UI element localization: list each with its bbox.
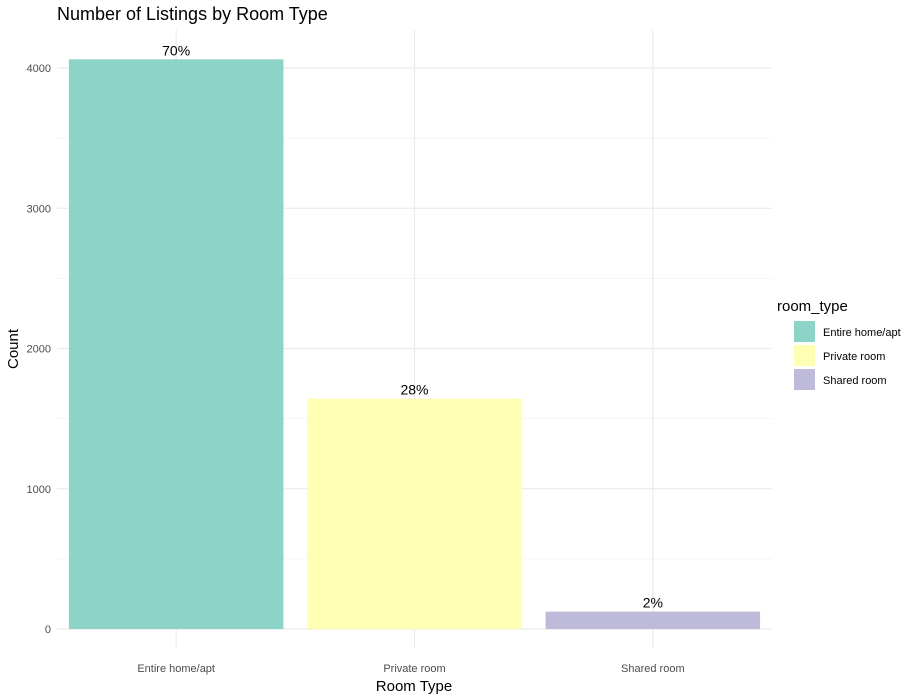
bar-data-label: 2% xyxy=(643,595,663,611)
legend-label: Entire home/apt xyxy=(823,327,901,339)
x-tick-label: Entire home/apt xyxy=(137,663,215,675)
bar xyxy=(68,59,284,629)
y-tick-label: 0 xyxy=(45,624,51,636)
y-tick-label: 3000 xyxy=(27,203,51,215)
legend-label: Shared room xyxy=(823,375,887,387)
legend-items: Entire home/apt Private room Shared room xyxy=(794,321,901,390)
legend: room_type Entire home/apt Private room Sha… xyxy=(777,298,901,390)
bars-layer xyxy=(68,59,761,629)
y-tick-label: 2000 xyxy=(27,344,51,356)
bar xyxy=(545,611,761,629)
x-tick-label: Shared room xyxy=(621,663,685,675)
chart-title: Number of Listings by Room Type xyxy=(57,4,328,24)
y-axis-title: Count xyxy=(5,328,22,369)
legend-label: Private room xyxy=(823,351,885,363)
legend-title: room_type xyxy=(777,298,848,315)
x-axis-ticks: Entire home/apt Private room Shared room xyxy=(137,663,684,675)
y-tick-label: 4000 xyxy=(27,63,51,75)
bar-data-label: 28% xyxy=(400,382,428,398)
data-labels-layer: 70% 28% 2% xyxy=(162,42,663,610)
legend-swatch xyxy=(794,345,815,366)
x-axis-title: Room Type xyxy=(376,678,452,695)
y-axis-ticks: 0 1000 2000 3000 4000 xyxy=(27,63,51,636)
bar xyxy=(307,398,522,629)
legend-swatch xyxy=(794,321,815,342)
legend-swatch xyxy=(794,369,815,390)
bar-data-label: 70% xyxy=(162,42,190,58)
y-tick-label: 1000 xyxy=(27,484,51,496)
x-tick-label: Private room xyxy=(383,663,445,675)
